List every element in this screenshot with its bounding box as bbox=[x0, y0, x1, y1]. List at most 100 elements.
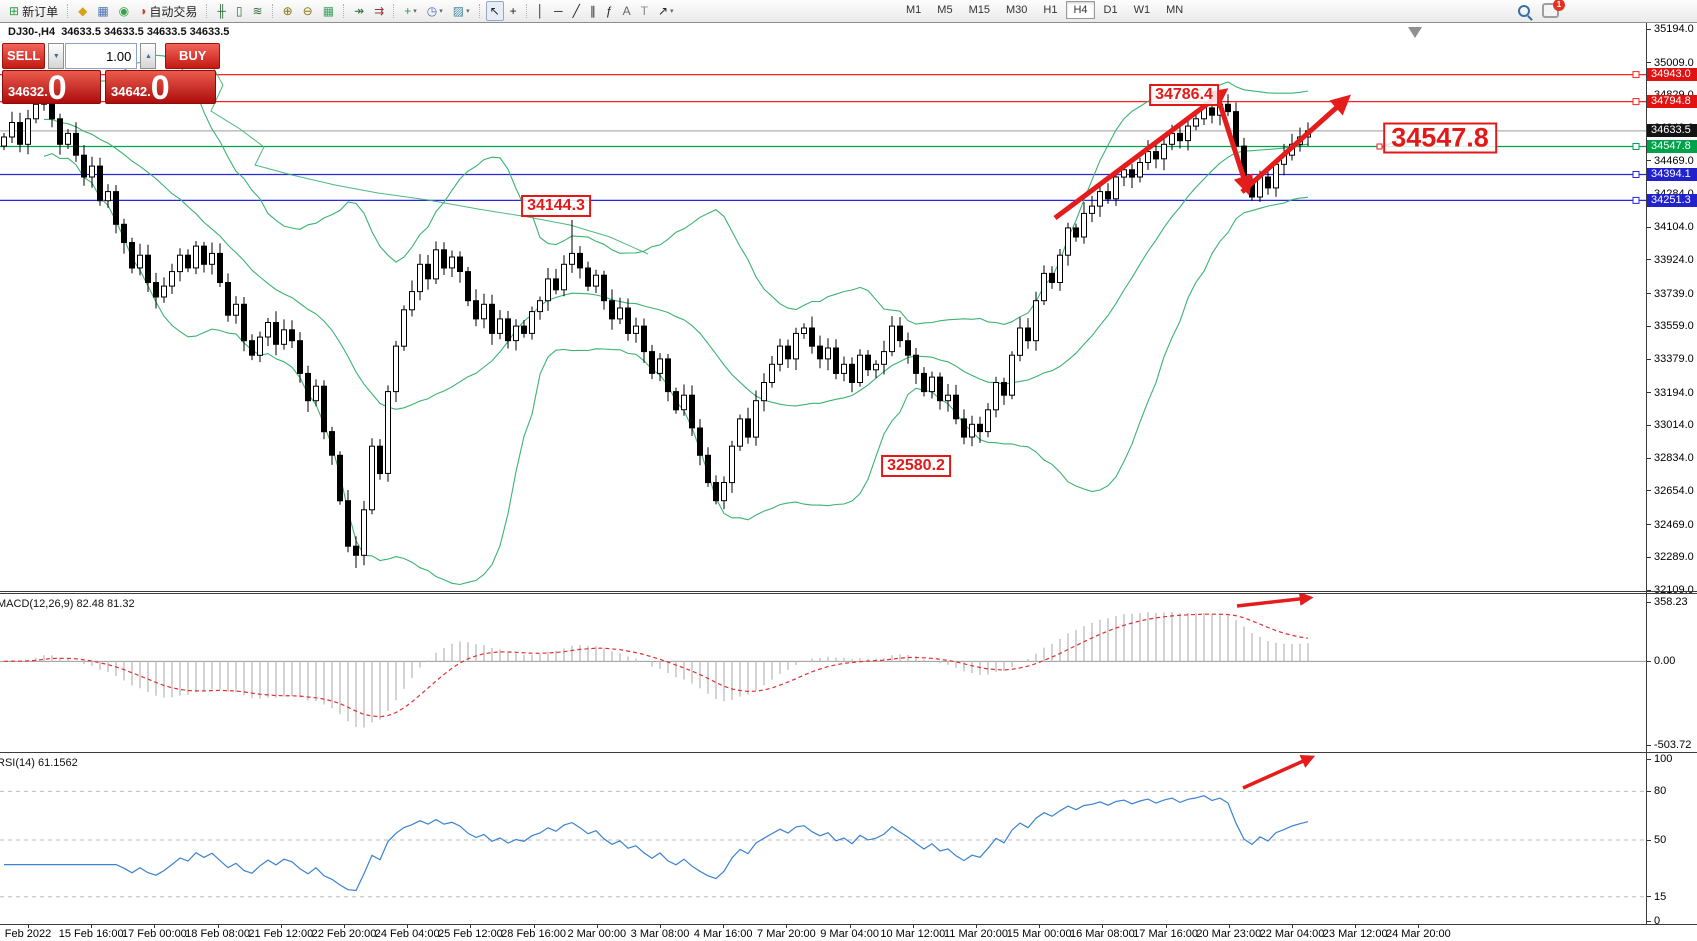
zoom-out-button[interactable]: ⊖ bbox=[299, 1, 317, 21]
line-chart-button[interactable]: ≋ bbox=[249, 1, 267, 21]
indicators-button[interactable]: + ▾ bbox=[400, 1, 421, 21]
time-label: 22 Mar 04:00 bbox=[1259, 928, 1325, 940]
new-order-button-label: 新订单 bbox=[22, 4, 59, 19]
channel-tool[interactable]: ∥ bbox=[586, 1, 600, 21]
time-tick bbox=[154, 925, 156, 928]
timeframe-m30[interactable]: M30 bbox=[1005, 4, 1028, 16]
timeframe-m15[interactable]: M15 bbox=[968, 4, 990, 16]
zoom-in-icon: ⊕ bbox=[282, 4, 293, 18]
cursor-tool[interactable]: ↖ bbox=[485, 1, 504, 21]
rsi-chart bbox=[0, 755, 1646, 898]
panel-separator[interactable] bbox=[0, 752, 1697, 753]
search-icon[interactable] bbox=[1518, 4, 1530, 17]
buy-button[interactable]: BUY bbox=[165, 43, 220, 69]
timeframe-w1[interactable]: W1 bbox=[1133, 4, 1151, 16]
label-tool[interactable]: T bbox=[637, 1, 652, 21]
templates-button[interactable]: ▨ ▾ bbox=[449, 1, 474, 21]
axis-border bbox=[1646, 23, 1647, 924]
horizontal-line-icon: ─ bbox=[554, 4, 563, 18]
rsi-panel[interactable]: RSI(14) 61.1562 bbox=[0, 753, 1646, 924]
price-tick: 33014.0 bbox=[1647, 419, 1694, 431]
rsi-label: RSI(14) 61.1562 bbox=[0, 757, 78, 769]
price-tick: 33559.0 bbox=[1647, 320, 1694, 332]
macd-tick: 0.00 bbox=[1647, 655, 1675, 667]
price-tick: 34104.0 bbox=[1647, 221, 1694, 233]
rsi-axis[interactable]: 100 80 50 15 0 bbox=[1647, 753, 1697, 927]
timeframe-h1[interactable]: H1 bbox=[1043, 4, 1058, 16]
text-tool[interactable]: A bbox=[619, 1, 635, 21]
rsi-tick: 0 bbox=[1647, 915, 1660, 927]
main-chart-plot[interactable]: DJ30-,H4 34633.5 34633.5 34633.5 34633.5… bbox=[0, 23, 1646, 591]
signals-icon[interactable]: ◉ bbox=[115, 1, 133, 21]
auto-trading-icon: ◑ bbox=[139, 4, 147, 18]
buy-price-point: . bbox=[147, 84, 151, 99]
time-label: 21 Feb 12:00 bbox=[248, 928, 314, 940]
vertical-line-tool[interactable]: │ bbox=[533, 1, 549, 21]
dropdown-caret-icon: ▾ bbox=[670, 8, 674, 15]
auto-trading-button[interactable]: ◑ 自动交易 bbox=[135, 1, 201, 21]
chart-shift-marker-icon[interactable] bbox=[1408, 27, 1422, 38]
macd-label: MACD(12,26,9) 82.48 81.32 bbox=[0, 598, 135, 610]
rsi-tick: 100 bbox=[1647, 753, 1672, 765]
toolbar-separator bbox=[271, 4, 274, 18]
chat-icon[interactable]: 1 bbox=[1542, 0, 1565, 18]
crosshair-tool[interactable]: + bbox=[506, 1, 521, 21]
volume-input[interactable] bbox=[65, 43, 138, 69]
macd-axis[interactable]: 358.23 0.00 -503.72 bbox=[1647, 594, 1697, 752]
zoom-in-button[interactable]: ⊕ bbox=[279, 1, 297, 21]
candlestick-chart-button[interactable]: ▯ bbox=[232, 1, 247, 21]
data-window-icon[interactable]: ▦ bbox=[93, 1, 112, 21]
horizontal-line-tool[interactable]: ─ bbox=[550, 1, 567, 21]
crosshair-icon: + bbox=[509, 4, 517, 18]
spin-up-icon: ▲ bbox=[144, 52, 152, 60]
macd-panel[interactable]: MACD(12,26,9) 82.48 81.32 bbox=[0, 594, 1646, 752]
volume-decrease-button[interactable]: ▼ bbox=[48, 43, 65, 69]
time-label: 28 Feb 16:00 bbox=[501, 928, 567, 940]
timeframe-h4[interactable]: H4 bbox=[1066, 1, 1095, 19]
time-label: 15 Mar 00:00 bbox=[1006, 928, 1072, 940]
panel-separator[interactable] bbox=[0, 591, 1697, 592]
periods-button[interactable]: ◷ ▾ bbox=[423, 1, 447, 21]
auto-scroll-button[interactable]: ↠ bbox=[350, 1, 368, 21]
time-tick bbox=[1355, 925, 1357, 928]
time-tick bbox=[723, 925, 725, 928]
price-axis[interactable]: 35194.035009.034829.034649.034469.034284… bbox=[1647, 23, 1697, 596]
fibonacci-tool[interactable]: ƒ bbox=[602, 1, 617, 21]
sell-button[interactable]: SELL bbox=[2, 43, 46, 69]
tile-windows-icon: ▦ bbox=[322, 4, 335, 18]
cursor-icon: ↖ bbox=[489, 4, 500, 18]
zoom-out-icon: ⊖ bbox=[302, 4, 313, 18]
timeframe-d1[interactable]: D1 bbox=[1103, 4, 1118, 16]
time-axis[interactable]: Feb 2022 15 Feb 16:00 17 Feb 00:00 18 Feb 0… bbox=[0, 924, 1697, 941]
time-tick bbox=[407, 925, 409, 928]
timeframe-toolbar: M1 M5 M15 M30 H1 H4 D1 W1 MN bbox=[898, 1, 1191, 19]
time-tick bbox=[912, 925, 914, 928]
sell-price-panel[interactable]: 34632. 0 bbox=[2, 70, 101, 105]
rsi-tick: 80 bbox=[1647, 785, 1666, 797]
panel-separator[interactable] bbox=[0, 593, 1697, 594]
timeframe-m1[interactable]: M1 bbox=[906, 4, 922, 16]
bar-chart-button[interactable]: ╫ bbox=[213, 1, 230, 21]
arrows-tool[interactable]: ↗ ▾ bbox=[654, 1, 678, 21]
price-badge: 34251.3 bbox=[1647, 193, 1697, 207]
bar-chart-icon: ╫ bbox=[217, 4, 226, 18]
toolbar-separator bbox=[525, 4, 528, 18]
toolbar-right: 1 bbox=[1518, 0, 1565, 18]
timeframe-mn[interactable]: MN bbox=[1166, 4, 1184, 16]
tile-windows-button[interactable]: ▦ bbox=[319, 1, 338, 21]
chart-shift-button[interactable]: ⇉ bbox=[370, 1, 388, 21]
toolbar-separator bbox=[343, 4, 345, 18]
price-tick: 34469.0 bbox=[1647, 155, 1694, 167]
buy-price-panel[interactable]: 34642. 0 bbox=[105, 70, 216, 105]
new-order-button[interactable]: ⊞ 新订单 bbox=[5, 1, 62, 21]
volume-increase-button[interactable]: ▲ bbox=[140, 43, 157, 69]
market-watch-icon[interactable]: ◆ bbox=[74, 1, 91, 21]
time-tick bbox=[280, 925, 282, 928]
price-tick: 33379.0 bbox=[1647, 353, 1694, 365]
trendline-tool[interactable]: ╱ bbox=[569, 1, 584, 21]
macd-tick: 358.23 bbox=[1647, 596, 1688, 608]
timeframe-m5[interactable]: M5 bbox=[937, 4, 953, 16]
time-label: 9 Mar 04:00 bbox=[820, 928, 879, 940]
time-label: 4 Mar 16:00 bbox=[693, 928, 753, 940]
time-label: 24 Feb 04:00 bbox=[374, 928, 440, 940]
